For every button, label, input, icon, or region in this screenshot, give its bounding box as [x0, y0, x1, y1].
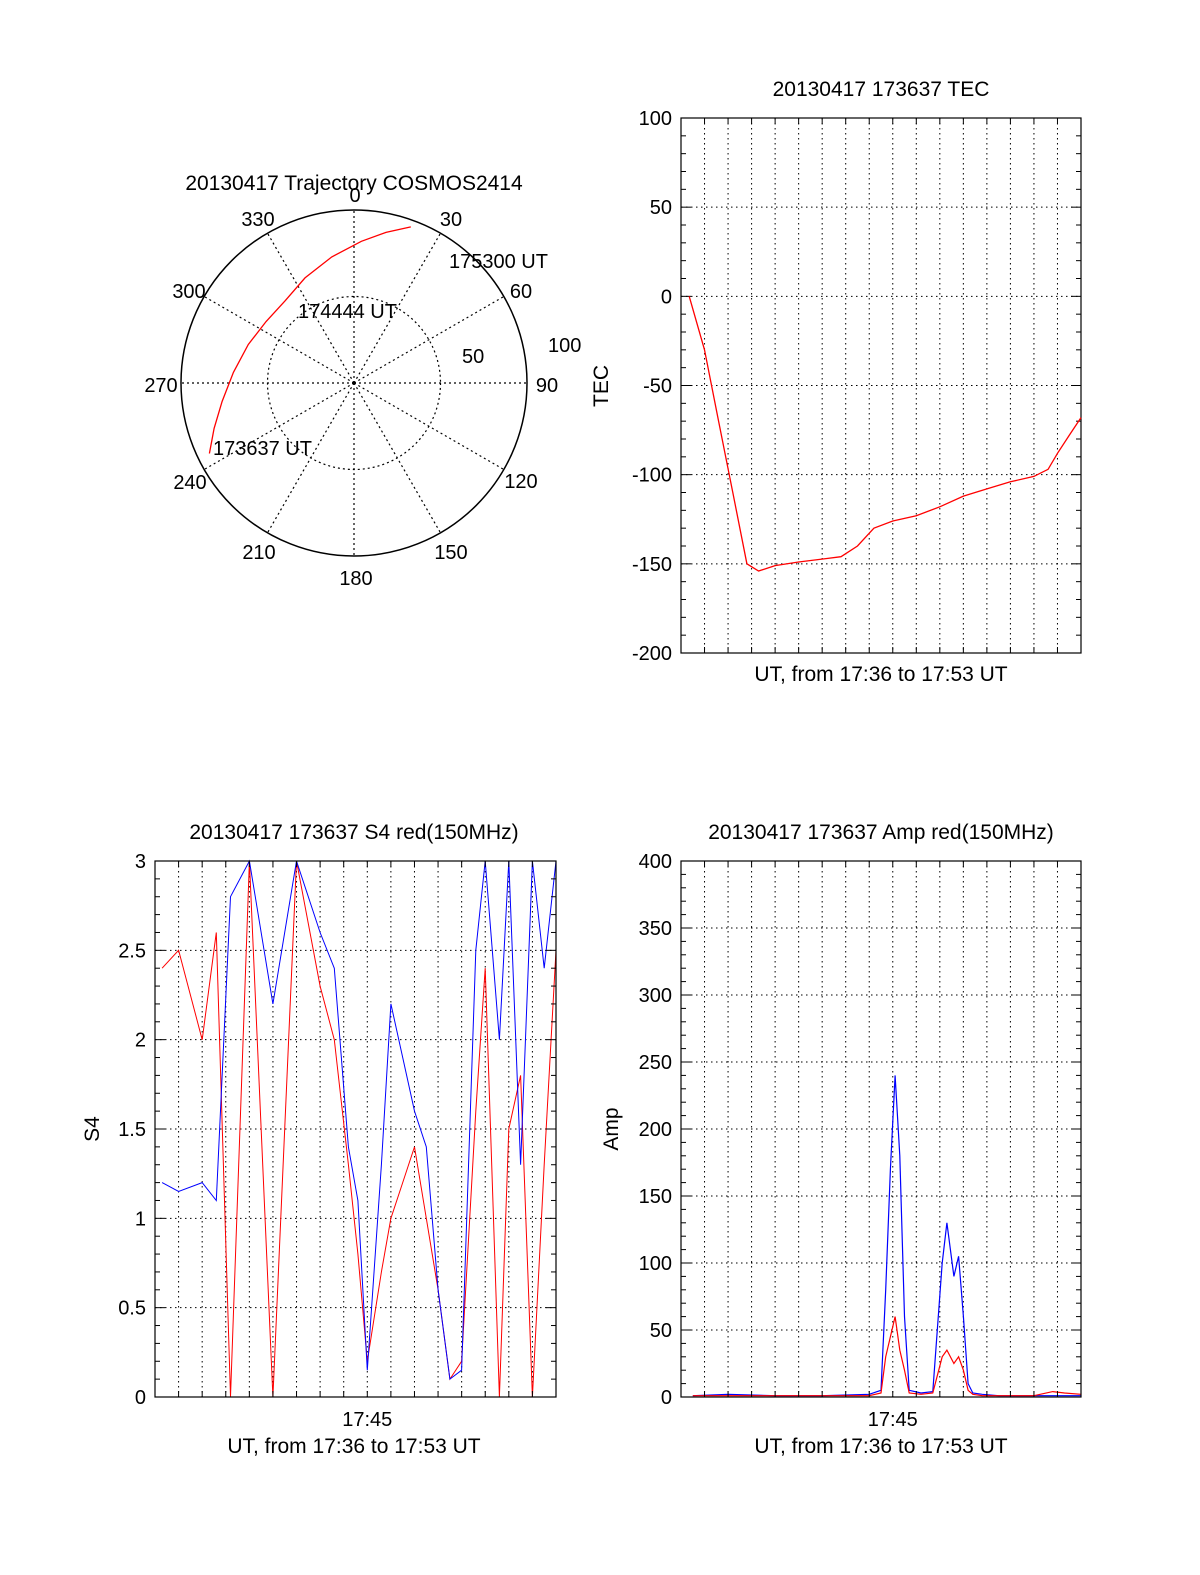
s4-ytick-label-1.5: 1.5: [118, 1119, 146, 1141]
amp-ytick-label-50: 50: [650, 1320, 672, 1342]
amp-series-blue: [692, 1075, 1081, 1397]
tec-ytick-label--200: -200: [632, 643, 672, 665]
s4-title: 20130417 173637 S4 red(150MHz): [189, 821, 518, 844]
s4-ytick-label-0.5: 0.5: [118, 1298, 146, 1320]
polar-spoke-240: [203, 382, 355, 471]
azimuth-label-240: 240: [173, 472, 206, 494]
amp-y-axis-label: Amp: [600, 1107, 623, 1150]
s4-ytick-label-1: 1: [135, 1208, 146, 1230]
polar-spoke-330: [266, 232, 355, 384]
amp-ytick-label-100: 100: [639, 1253, 672, 1275]
amp-ytick-label-350: 350: [639, 918, 672, 940]
polar-spoke-120: [353, 382, 505, 471]
s4-chart: 20130417 173637 S4 red(150MHz) 0 0.5 1 1.5 2…: [81, 821, 557, 1458]
tec-title: 20130417 173637 TEC: [773, 78, 990, 101]
azimuth-label-120: 120: [504, 471, 537, 493]
amp-ytick-label-250: 250: [639, 1052, 672, 1074]
amp-y-ticks: 0 50 100 150 200 250 300 350 400: [639, 851, 672, 1409]
azimuth-label-30: 30: [440, 209, 462, 231]
azimuth-label-330: 330: [241, 209, 274, 231]
amp-ytick-label-0: 0: [661, 1387, 672, 1409]
azimuth-label-90: 90: [536, 375, 558, 397]
polar-grid: [180, 209, 528, 557]
tec-minor-ticks: [681, 117, 1081, 654]
tec-ytick-label--150: -150: [632, 554, 672, 576]
s4-ytick-label-2.5: 2.5: [118, 940, 146, 962]
annotation-end-time: 175300 UT: [449, 251, 548, 273]
tec-chart: 20130417 173637 TEC -200 -150 -100 -50 0 50 10…: [590, 78, 1082, 686]
polar-spoke-150: [353, 382, 442, 534]
s4-ytick-label-2: 2: [135, 1030, 146, 1052]
azimuth-label-180: 180: [339, 568, 372, 590]
tec-ytick-label--100: -100: [632, 465, 672, 487]
azimuth-label-60: 60: [510, 281, 532, 303]
azimuth-label-150: 150: [434, 542, 467, 564]
polar-spoke-60: [353, 295, 505, 384]
tec-ytick-label-0: 0: [661, 286, 672, 308]
azimuth-label-300: 300: [172, 281, 205, 303]
tec-ytick-label-50: 50: [650, 197, 672, 219]
annotation-start-time: 173637 UT: [213, 438, 312, 460]
amp-title: 20130417 173637 Amp red(150MHz): [708, 821, 1054, 844]
polar-spoke-300: [203, 295, 355, 384]
tec-x-axis-label: UT, from 17:36 to 17:53 UT: [754, 663, 1007, 686]
amp-x-axis-label: UT, from 17:36 to 17:53 UT: [754, 1435, 1007, 1458]
amp-minor-ticks: [681, 860, 1081, 1398]
s4-x-tick-17-45: 17:45: [342, 1409, 392, 1431]
azimuth-label-270: 270: [144, 375, 177, 397]
polar-spoke-210: [266, 382, 355, 534]
s4-ytick-label-0: 0: [135, 1387, 146, 1409]
amp-grid: [681, 861, 1081, 1397]
s4-grid: [155, 861, 556, 1397]
amp-ytick-label-200: 200: [639, 1119, 672, 1141]
trajectory-trace: [208, 226, 411, 454]
amp-x-tick-17-45: 17:45: [868, 1409, 918, 1431]
s4-minor-ticks: [155, 860, 556, 1398]
tec-y-axis-label: TEC: [590, 365, 613, 407]
tec-ytick-label-100: 100: [639, 108, 672, 130]
amp-ytick-label-150: 150: [639, 1186, 672, 1208]
tec-grid: [681, 118, 1081, 653]
tec-ytick-label--50: -50: [643, 376, 672, 398]
azimuth-label-210: 210: [242, 542, 275, 564]
radius-label-50: 50: [462, 346, 484, 368]
amp-series-red: [692, 1316, 1082, 1397]
amp-chart: 20130417 173637 Amp red(150MHz) 0 50 100 15…: [600, 821, 1082, 1458]
tec-series-line: [688, 296, 1082, 572]
s4-ytick-label-3: 3: [135, 851, 146, 873]
trajectory-title: 20130417 Trajectory COSMOS2414: [185, 172, 523, 195]
radius-label-100: 100: [548, 335, 581, 357]
tec-y-ticks: -200 -150 -100 -50 0 50 100: [632, 108, 672, 665]
amp-ytick-label-400: 400: [639, 851, 672, 873]
polar-outer-circle: [180, 209, 528, 557]
annotation-mid-time: 174444 UT: [298, 301, 397, 323]
azimuth-label-0: 0: [349, 185, 360, 207]
amp-ytick-label-300: 300: [639, 985, 672, 1007]
azimuth-labels: 0 30 60 90 120 150 180 210 240 270 300 3…: [144, 185, 558, 590]
s4-y-ticks: 0 0.5 1 1.5 2 2.5 3: [118, 851, 146, 1409]
s4-y-axis-label: S4: [81, 1116, 104, 1142]
s4-series-blue: [161, 859, 557, 1381]
s4-series-red: [161, 860, 557, 1398]
polar-spoke-30: [353, 232, 442, 384]
trajectory-polar-plot: 20130417 Trajectory COSMOS2414 0 30 60 9…: [144, 172, 581, 590]
s4-x-axis-label: UT, from 17:36 to 17:53 UT: [227, 1435, 480, 1458]
